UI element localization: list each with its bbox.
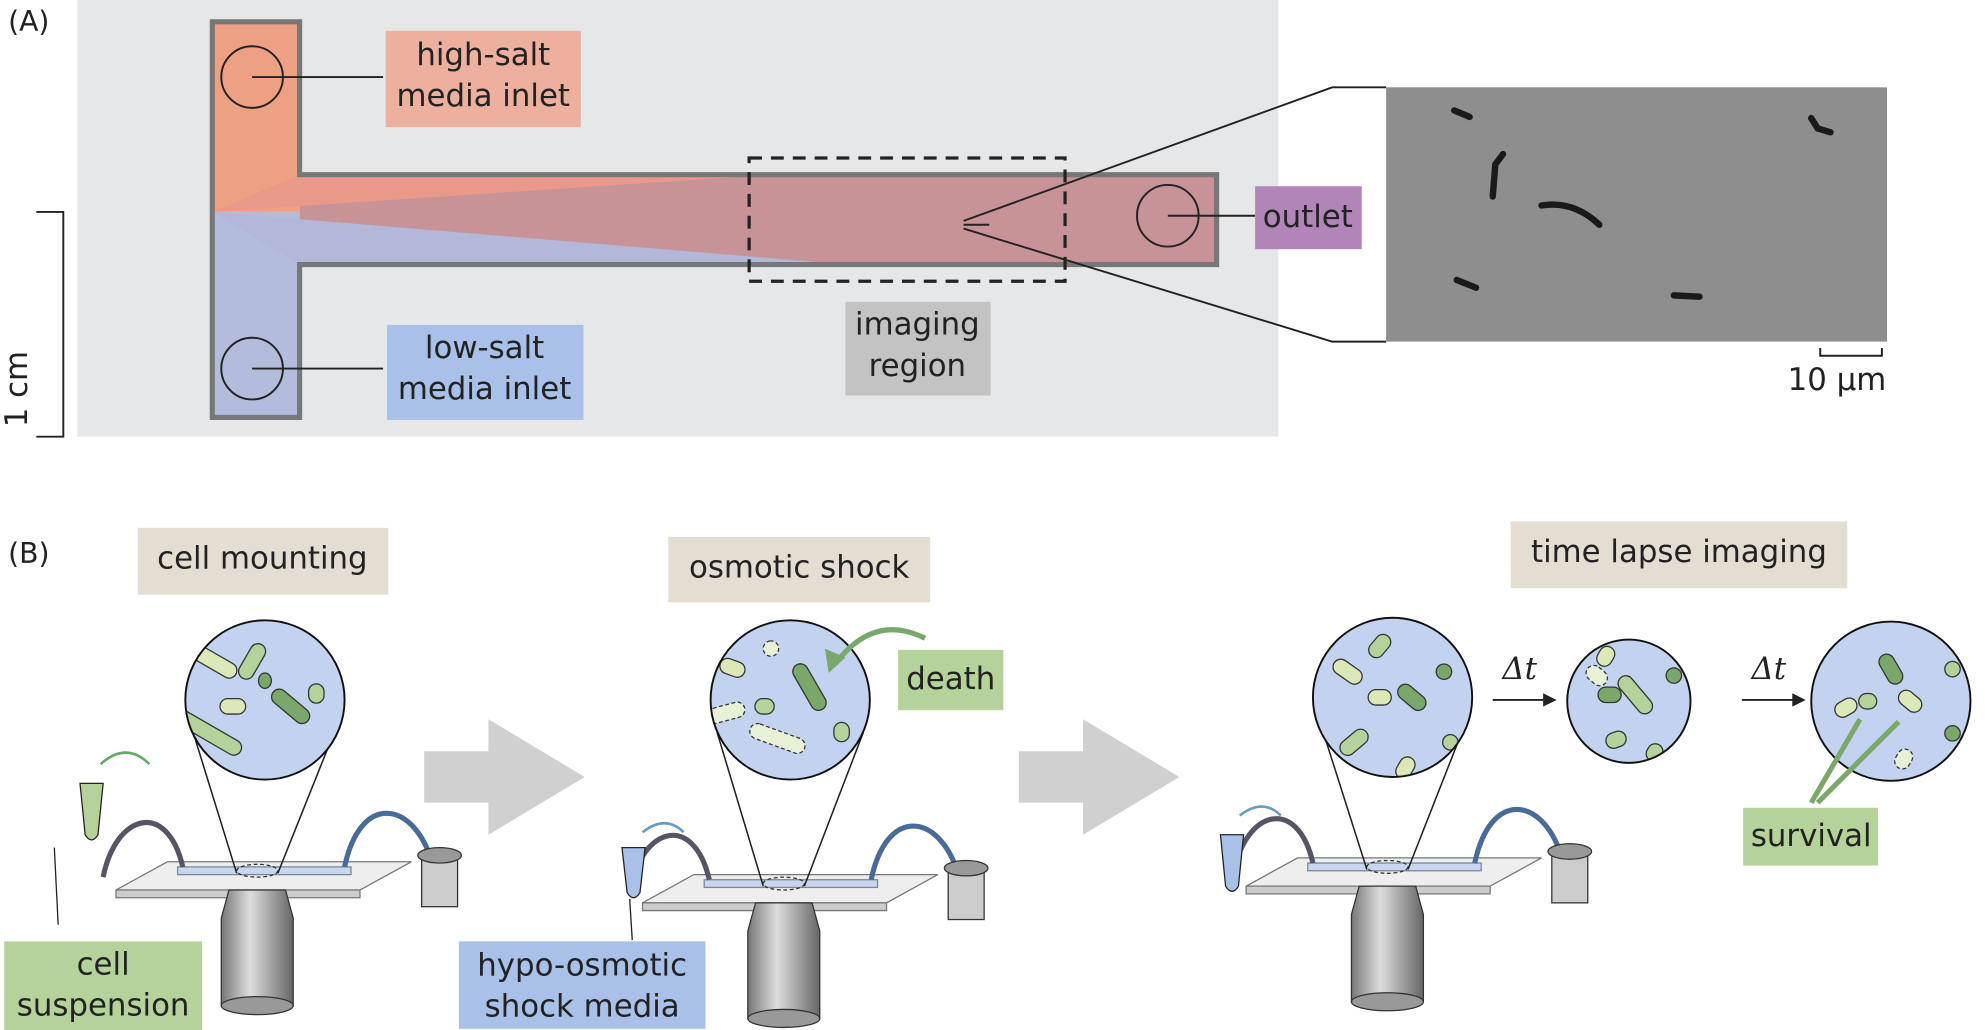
zoom-view (1811, 621, 1971, 781)
zoom-label: survival (1751, 818, 1872, 854)
interval-arrows (1492, 693, 1806, 707)
micrograph-cells (1450, 107, 1834, 300)
flow-arrow (1018, 719, 1180, 835)
panel-label: (B) (8, 537, 49, 570)
scale-bar (36, 210, 65, 438)
cell (792, 663, 827, 712)
label-box (1743, 807, 1879, 866)
cell (1395, 756, 1416, 777)
label-box (386, 324, 584, 420)
label-box (898, 649, 1004, 711)
step-title: cell mounting (157, 540, 367, 576)
zoom-lines (192, 731, 1463, 887)
inlet-label: media inlet (398, 371, 571, 407)
micrograph (1386, 87, 1888, 342)
cell (1617, 675, 1654, 715)
cell (1397, 683, 1427, 712)
label-box (4, 941, 203, 1030)
high-salt-channel (212, 21, 300, 212)
cell (1332, 658, 1363, 685)
cell (1435, 663, 1453, 681)
scale-bar (1819, 348, 1883, 357)
zoom-lines (963, 86, 1387, 343)
cell (1367, 689, 1392, 706)
cell (1834, 697, 1858, 718)
high-salt-stream (212, 174, 771, 212)
step-title: time lapse imaging (1531, 534, 1827, 570)
cell (1597, 686, 1622, 704)
cell (257, 672, 273, 690)
region-label: region (869, 348, 966, 384)
device-outline (209, 19, 1220, 420)
cell (1596, 645, 1616, 667)
cell (237, 643, 267, 680)
cell (307, 683, 325, 704)
tubes (79, 782, 1245, 899)
cell (1368, 633, 1392, 659)
interval-label: Δt (1751, 651, 1787, 687)
cell (1339, 728, 1369, 757)
cell (219, 698, 247, 715)
outlet-label: outlet (1263, 199, 1353, 235)
zoom-view (710, 620, 870, 780)
cell (749, 722, 806, 755)
callout-label: hypo-osmotic (477, 948, 687, 984)
step-box (137, 527, 389, 595)
callout-label: suspension (17, 987, 190, 1023)
scale-label: 10 μm (1788, 362, 1887, 398)
zoom-outlines (184, 616, 1972, 782)
label-box (1255, 186, 1362, 250)
region-label: imaging (855, 307, 980, 343)
imaging-box (747, 156, 1067, 283)
microscope-setup (1233, 809, 1591, 1010)
cell (270, 688, 311, 725)
zoom-view (1567, 639, 1691, 763)
panel-label: (A) (8, 5, 49, 38)
cell (1878, 653, 1904, 685)
label-box (458, 941, 706, 1029)
cell (1665, 667, 1683, 684)
cell (762, 640, 780, 657)
flow-arrow (424, 719, 585, 835)
cell (1944, 660, 1961, 678)
cell (710, 701, 746, 725)
step-box (1510, 521, 1848, 589)
leader (629, 898, 633, 941)
pipette-arrow (1238, 805, 1282, 817)
ports (220, 45, 1256, 401)
cell (833, 721, 850, 743)
zoom-label: death (906, 661, 995, 697)
zoom-view (185, 620, 345, 780)
zoom-view (1312, 617, 1473, 777)
cell (185, 708, 243, 756)
survival-arrows (1809, 717, 1901, 805)
death-arrow (833, 627, 927, 666)
arrowhead (824, 648, 846, 673)
inlet-label: media inlet (397, 78, 570, 114)
label-box (845, 301, 991, 396)
callout-label: shock media (485, 989, 680, 1025)
inlet-label: high-salt (416, 37, 550, 73)
cell (1944, 724, 1961, 742)
label-box (385, 30, 581, 128)
cell (1897, 689, 1923, 713)
cell (1894, 748, 1914, 770)
step-box (668, 536, 931, 603)
leader (53, 847, 59, 925)
callout-label: cell (77, 946, 130, 982)
cell (1605, 730, 1627, 749)
cell (1858, 692, 1878, 710)
pipette-arrow (99, 751, 151, 766)
pipette-arrow (641, 821, 685, 834)
scale-label: 1 cm (0, 351, 35, 427)
step-title: osmotic shock (689, 549, 910, 585)
cell (754, 698, 775, 715)
interval-label: Δt (1501, 651, 1537, 687)
inlet-label: low-salt (425, 330, 544, 366)
